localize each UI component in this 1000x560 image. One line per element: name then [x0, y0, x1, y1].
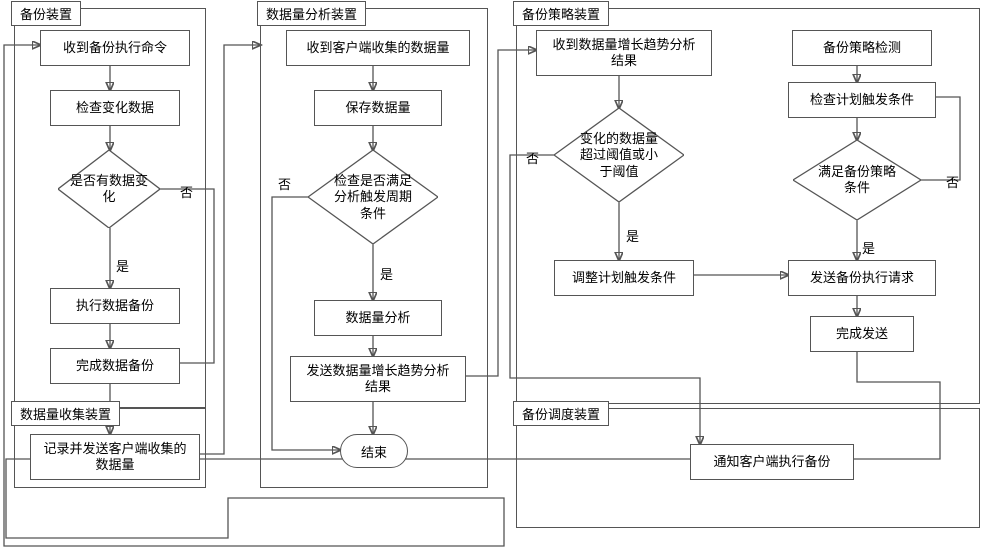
node-b1: 收到客户端收集的数据量: [286, 30, 470, 66]
panel-analysis_dev: 数据量分析装置: [260, 8, 488, 488]
node-a4: 执行数据备份: [50, 288, 180, 324]
node-c3: 调整计划触发条件: [554, 260, 694, 296]
panel-title-analysis_dev: 数据量分析装置: [257, 1, 366, 26]
node-b5: 发送数据量增长趋势分析结果: [290, 356, 466, 402]
node-c1: 收到数据量增长趋势分析结果: [536, 30, 712, 76]
node-b4: 数据量分析: [314, 300, 442, 336]
node-b2: 保存数据量: [314, 90, 442, 126]
node-d2: 检查计划触发条件: [788, 82, 936, 118]
node-d5: 完成发送: [810, 316, 914, 352]
label-a3_no: 否: [180, 182, 193, 201]
label-a3_yes: 是: [116, 256, 129, 275]
label-b3_yes: 是: [380, 264, 393, 283]
label-b3_no: 否: [278, 174, 291, 193]
node-d3: 满足备份策略条件: [793, 140, 921, 220]
node-e1: 通知客户端执行备份: [690, 444, 854, 480]
node-a6: 记录并发送客户端收集的数据量: [30, 434, 200, 480]
node-b6: 结束: [340, 434, 408, 468]
node-c2: 变化的数据量超过阈值或小于阈值: [554, 108, 684, 202]
label-c2_no: 否: [526, 148, 539, 167]
panel-title-sched_dev: 备份调度装置: [513, 401, 609, 426]
label-d3_no: 否: [946, 172, 959, 191]
node-a2: 检查变化数据: [50, 90, 180, 126]
node-a1: 收到备份执行命令: [40, 30, 190, 66]
node-b3-label: 检查是否满足分析触发周期条件: [308, 173, 438, 222]
node-a3: 是否有数据变化: [58, 150, 160, 228]
node-d3-label: 满足备份策略条件: [793, 164, 921, 197]
node-d4: 发送备份执行请求: [788, 260, 936, 296]
panel-title-collect_dev: 数据量收集装置: [11, 401, 120, 426]
label-d3_yes: 是: [862, 238, 875, 257]
panel-title-policy_dev: 备份策略装置: [513, 1, 609, 26]
node-d1: 备份策略检测: [792, 30, 932, 66]
node-a3-label: 是否有数据变化: [58, 173, 160, 206]
node-b3: 检查是否满足分析触发周期条件: [308, 150, 438, 244]
node-c2-label: 变化的数据量超过阈值或小于阈值: [554, 131, 684, 180]
label-c2_yes: 是: [626, 226, 639, 245]
node-a5: 完成数据备份: [50, 348, 180, 384]
panel-title-backup_dev: 备份装置: [11, 1, 81, 26]
